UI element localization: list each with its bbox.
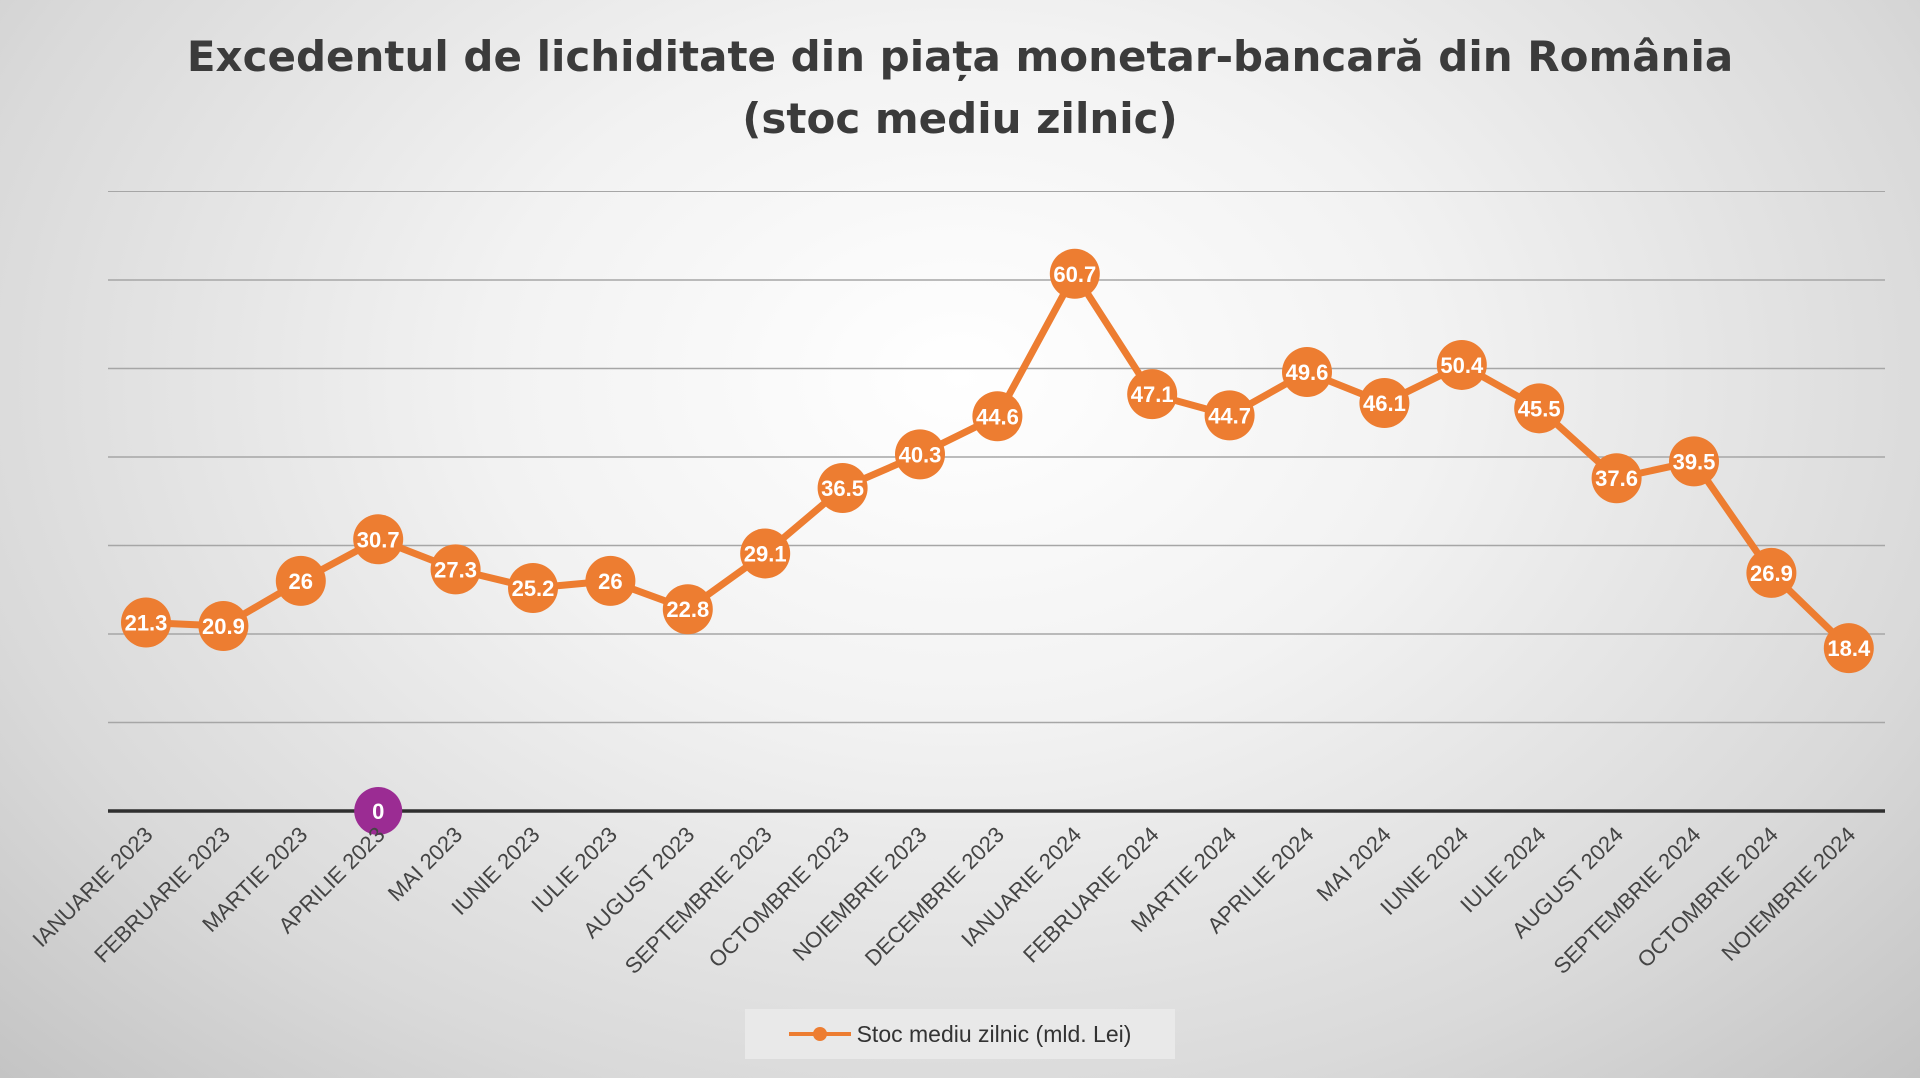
- x-tick-label: OCTOMBRIE 2023: [704, 822, 855, 973]
- data-point: [895, 429, 945, 480]
- data-point: [353, 514, 404, 565]
- data-point: [662, 584, 713, 635]
- data-point: [740, 528, 791, 579]
- data-label: 49.6: [1286, 360, 1329, 385]
- data-label: 50.4: [1440, 353, 1484, 378]
- data-label: 26: [598, 569, 622, 594]
- data-label: 37.6: [1595, 466, 1638, 491]
- data-point: [1669, 436, 1719, 487]
- zero-marker-label: 0: [372, 799, 384, 824]
- data-point: [817, 462, 868, 513]
- data-label: 27.3: [434, 557, 477, 582]
- data-label: 22.8: [666, 597, 709, 622]
- data-label: 25.2: [512, 576, 555, 601]
- data-label: 20.9: [202, 614, 245, 639]
- x-tick-label: DECEMBRIE 2023: [860, 822, 1009, 971]
- x-tick-label: SEPTEMBRIE 2024: [1549, 822, 1706, 979]
- data-point: [121, 597, 171, 648]
- data-label: 36.5: [821, 476, 864, 501]
- data-label: 44.6: [976, 404, 1019, 429]
- gridlines: [108, 191, 1885, 813]
- data-label: 40.3: [899, 442, 942, 467]
- data-label: 39.5: [1673, 449, 1716, 474]
- data-label: 26: [289, 569, 313, 594]
- data-label: 46.1: [1363, 391, 1406, 416]
- data-point: [1436, 339, 1487, 390]
- data-point: [275, 555, 326, 606]
- data-label: 44.7: [1208, 403, 1251, 428]
- series-line: [142, 270, 1853, 652]
- x-tick-label: NOIEMBRIE 2023: [788, 822, 932, 966]
- data-point: [972, 391, 1023, 442]
- data-label: 45.5: [1518, 396, 1561, 421]
- chart-title: Excedentul de lichiditate din piața mone…: [0, 26, 1920, 150]
- zero-marker-point: [354, 787, 403, 835]
- data-point: [1049, 248, 1100, 299]
- data-point: [1591, 453, 1642, 504]
- x-tick-label: FEBRUARIE 2023: [89, 822, 235, 968]
- data-point: [1746, 547, 1797, 598]
- data-point: [585, 555, 636, 606]
- data-point: [198, 601, 249, 652]
- x-tick-label: NOIEMBRIE 2024: [1716, 822, 1860, 966]
- data-label: 47.1: [1131, 382, 1174, 407]
- data-label: 29.1: [744, 541, 787, 566]
- legend-line-marker-icon: [788, 1027, 851, 1041]
- x-tick-label: OCTOMBRIE 2024: [1632, 822, 1783, 973]
- data-label: 18.4: [1827, 636, 1871, 661]
- data-label: 60.7: [1053, 262, 1096, 287]
- legend: Stoc mediu zilnic (mld. Lei): [745, 1009, 1175, 1059]
- data-point: [1514, 383, 1565, 434]
- data-label: 21.3: [125, 610, 168, 635]
- legend-label: Stoc mediu zilnic (mld. Lei): [856, 1020, 1132, 1047]
- data-point: [1127, 369, 1178, 420]
- data-point: [1359, 378, 1410, 429]
- series-line-group: [142, 270, 1853, 652]
- data-point: [1204, 390, 1255, 441]
- data-point: [430, 544, 481, 595]
- data-label: 30.7: [357, 527, 400, 552]
- x-tick-label: FEBRUARIE 2024: [1018, 822, 1164, 968]
- data-point: [508, 562, 558, 613]
- chart-title-line-1: Excedentul de lichiditate din piața mone…: [186, 32, 1734, 81]
- chart-title-line-2: (stoc mediu zilnic): [742, 94, 1178, 143]
- data-point: [1282, 347, 1332, 398]
- data-points: 0 21.3 20.9 26 30.7 27.3 25.2 26 22.8 29.1 36.5 40.…: [121, 248, 1874, 835]
- data-point: [1823, 623, 1874, 674]
- x-tick-label: SEPTEMBRIE 2023: [620, 822, 777, 979]
- data-label: 26.9: [1750, 561, 1793, 586]
